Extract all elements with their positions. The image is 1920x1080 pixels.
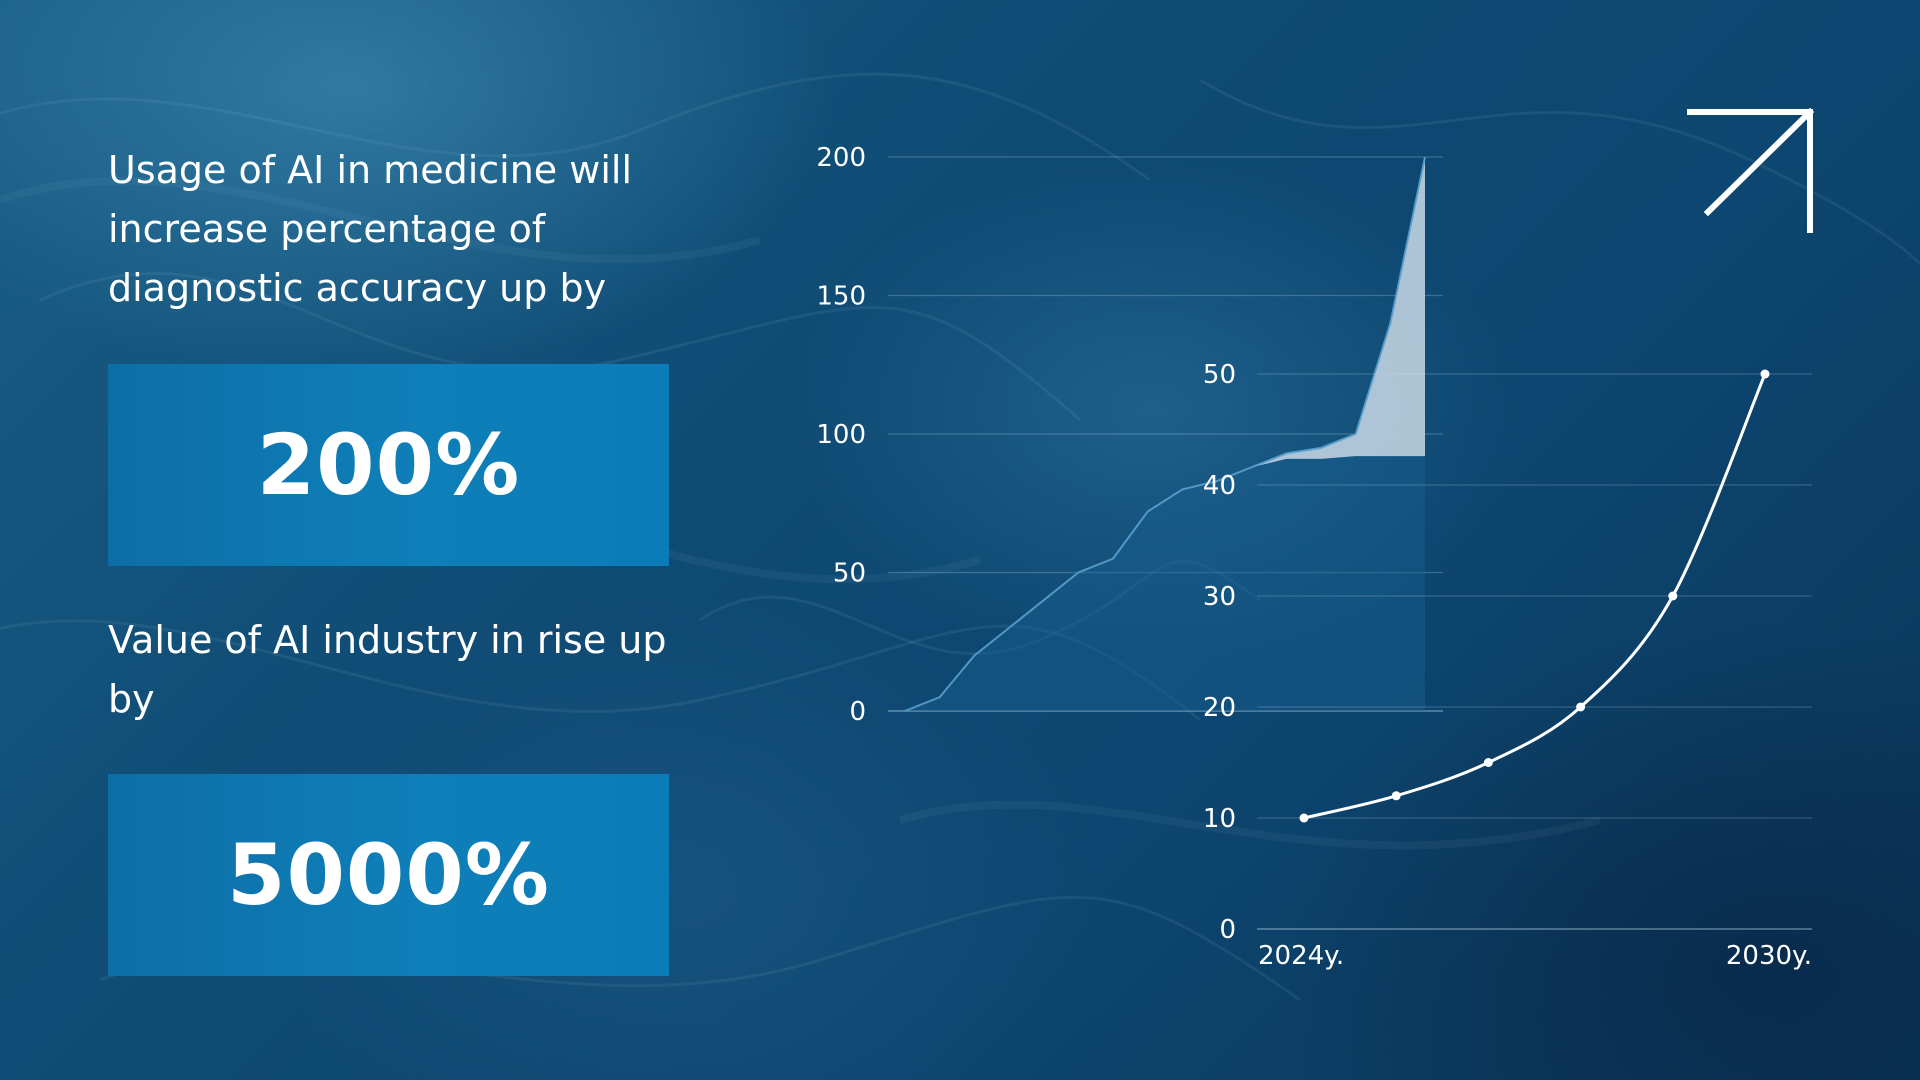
chart2-point [1668,591,1678,601]
headline-diagnostic-accuracy: Usage of AI in medicine will increase pe… [108,148,633,310]
arrow-up-right-icon [1687,107,1815,233]
chart1-highlight-area [1251,157,1425,468]
chart2-point [1576,702,1586,712]
chart2-point [1391,791,1401,801]
chart1-ytick-label: 0 [849,697,866,727]
chart1-ytick-label: 200 [816,143,866,173]
stat-value-accuracy: 200% [256,416,521,514]
chart2-point [1483,758,1493,767]
chart1-ytick-label: 100 [816,420,866,450]
chart1-ytick-label: 150 [816,282,866,312]
chart2-ytick-label: 30 [1203,582,1236,612]
chart2-xtick-label-start: 2024y. [1258,941,1344,971]
chart2-ytick-label: 40 [1203,471,1236,501]
chart2-ytick-label: 10 [1203,804,1236,834]
chart2-point [1760,369,1770,379]
chart2-ytick-label: 50 [1203,360,1236,390]
chart1-area [905,157,1425,711]
chart1-series-line [904,156,1426,712]
stat-box-industry: 5000% [108,774,669,976]
headline-industry-value: Value of AI industry in rise up by [108,618,667,721]
chart2-ytick-label: 20 [1203,693,1236,723]
stat-value-industry: 5000% [227,826,550,924]
chart2-ytick-label: 0 [1219,915,1236,945]
chart1-ytick-label: 50 [833,559,866,589]
chart-industry-line: 0 10 20 30 40 50 2024y. 2030y. [1203,360,1812,971]
chart2-point [1299,813,1309,823]
chart-diagnostic-area: 0 50 100 150 200 [816,143,1443,727]
stat-box-accuracy: 200% [108,364,669,566]
chart2-xtick-label-end: 2030y. [1726,941,1812,971]
